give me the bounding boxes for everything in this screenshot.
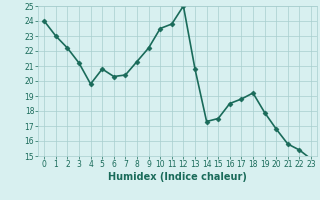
X-axis label: Humidex (Indice chaleur): Humidex (Indice chaleur)	[108, 172, 247, 182]
